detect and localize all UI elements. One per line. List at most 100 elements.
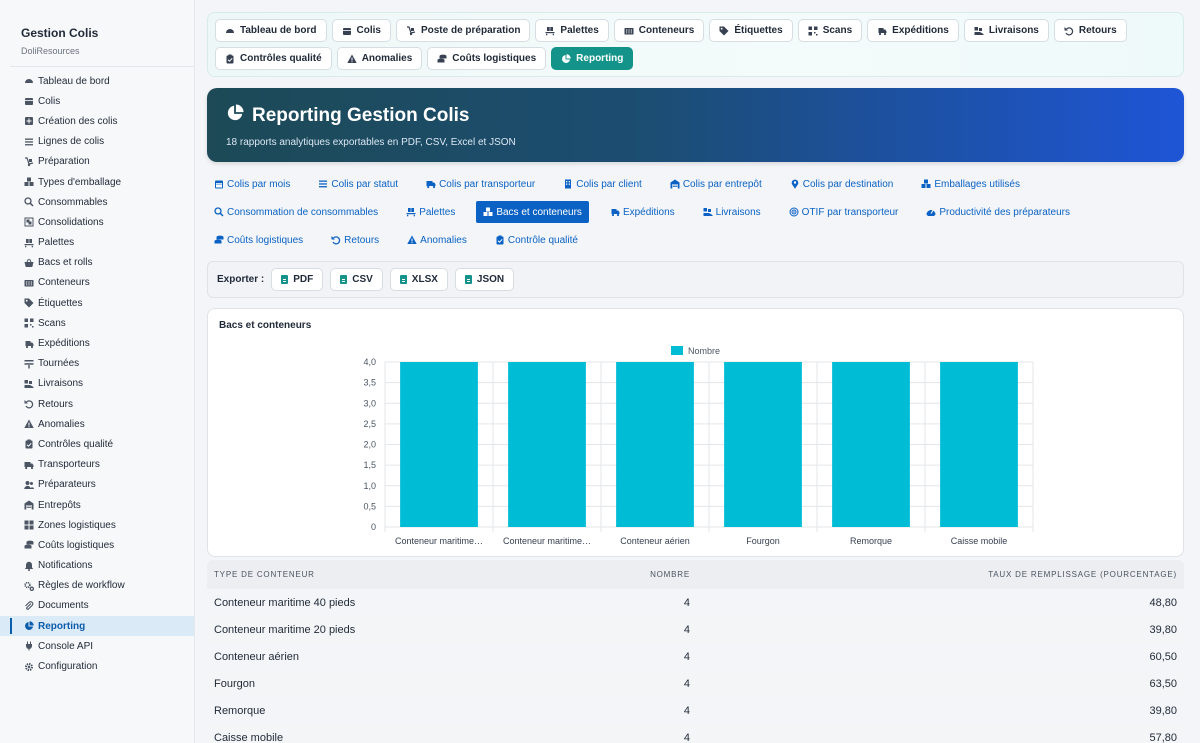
report-tab-emballages-utilisés[interactable]: Emballages utilisés xyxy=(914,173,1027,195)
y-tick-label: 1,5 xyxy=(363,460,376,470)
report-tab-colis-par-entrepôt[interactable]: Colis par entrepôt xyxy=(663,173,769,195)
topnav-poste-de-préparation[interactable]: Poste de préparation xyxy=(395,19,531,42)
sidebar-item-anomalies[interactable]: Anomalies xyxy=(0,414,194,434)
topnav-retours[interactable]: Retours xyxy=(1053,19,1127,42)
report-tab-colis-par-mois[interactable]: Colis par mois xyxy=(207,173,297,195)
search-dollar-icon xyxy=(214,207,224,217)
sidebar-item-label: Scans xyxy=(38,317,66,329)
report-tab-anomalies[interactable]: Anomalies xyxy=(400,229,474,251)
sidebar-item-scans[interactable]: Scans xyxy=(0,313,194,333)
app-title: Gestion Colis xyxy=(21,26,99,40)
report-tab-expéditions[interactable]: Expéditions xyxy=(603,201,682,223)
cell-type: Conteneur maritime 20 pieds xyxy=(214,623,356,636)
topnav-livraisons[interactable]: Livraisons xyxy=(963,19,1049,42)
sidebar-item-préparation[interactable]: Préparation xyxy=(0,152,194,172)
sidebar-item-lignes-de-colis[interactable]: Lignes de colis xyxy=(0,132,194,152)
sidebar-item-étiquettes[interactable]: Étiquettes xyxy=(0,293,194,313)
sidebar-item-tableau-de-bord[interactable]: Tableau de bord xyxy=(0,71,194,91)
sidebar-item-types-d-emballage[interactable]: Types d'emballage xyxy=(0,172,194,192)
qrcode-icon xyxy=(23,318,34,329)
sidebar-item-livraisons[interactable]: Livraisons xyxy=(0,374,194,394)
pallet-icon xyxy=(545,26,555,36)
report-tab-coûts-logistiques[interactable]: Coûts logistiques xyxy=(207,229,310,251)
sidebar-item-création-des-colis[interactable]: Création des colis xyxy=(0,111,194,131)
sidebar-item-bacs-et-rolls[interactable]: Bacs et rolls xyxy=(0,253,194,273)
export-xlsx-button[interactable]: XLSX xyxy=(389,268,448,291)
topnav-anomalies[interactable]: Anomalies xyxy=(336,47,423,70)
report-tab-colis-par-client[interactable]: Colis par client xyxy=(556,173,649,195)
sidebar-item-zones-logistiques[interactable]: Zones logistiques xyxy=(0,515,194,535)
page-subtitle: 18 rapports analytiques exportables en P… xyxy=(226,137,516,148)
sidebar-item-label: Zones logistiques xyxy=(38,519,116,531)
report-tab-otif-par-transporteur[interactable]: OTIF par transporteur xyxy=(782,201,906,223)
sidebar-item-consommables[interactable]: Consommables xyxy=(0,192,194,212)
topnav-colis[interactable]: Colis xyxy=(331,19,391,42)
tags-icon xyxy=(719,26,729,36)
file-icon xyxy=(281,275,289,284)
sidebar-item-retours[interactable]: Retours xyxy=(0,394,194,414)
cell-fill-rate: 39,80 xyxy=(1149,704,1177,717)
boxes-icon xyxy=(921,179,931,189)
topnav-tableau-de-bord[interactable]: Tableau de bord xyxy=(215,19,327,42)
warning-icon xyxy=(23,419,34,430)
report-tab-productivité-des-préparateurs[interactable]: Productivité des préparateurs xyxy=(919,201,1077,223)
topnav-palettes[interactable]: Palettes xyxy=(535,19,609,42)
sidebar-item-transporteurs[interactable]: Transporteurs xyxy=(0,455,194,475)
sidebar-item-consolidations[interactable]: Consolidations xyxy=(0,212,194,232)
sidebar-item-préparateurs[interactable]: Préparateurs xyxy=(0,475,194,495)
export-pdf-button[interactable]: PDF xyxy=(271,268,324,291)
sidebar-item-label: Étiquettes xyxy=(38,297,83,309)
topnav-scans[interactable]: Scans xyxy=(797,19,863,42)
container-icon xyxy=(624,26,634,36)
users-icon xyxy=(23,479,34,490)
report-tab-colis-par-transporteur[interactable]: Colis par transporteur xyxy=(419,173,542,195)
table-row: Conteneur maritime 20 pieds 4 39,80 xyxy=(207,616,1184,643)
report-tab-livraisons[interactable]: Livraisons xyxy=(696,201,768,223)
report-tab-colis-par-destination[interactable]: Colis par destination xyxy=(783,173,901,195)
sidebar-item-documents[interactable]: Documents xyxy=(0,596,194,616)
report-tab-palettes[interactable]: Palettes xyxy=(399,201,462,223)
coins-icon xyxy=(23,540,34,551)
undo-icon xyxy=(23,399,34,410)
topnav-étiquettes[interactable]: Étiquettes xyxy=(709,19,793,42)
export-bar: Exporter : PDF CSV XLSX JSON xyxy=(207,261,1184,298)
sidebar-item-reporting[interactable]: Reporting xyxy=(0,616,194,637)
bar-2 xyxy=(616,362,694,527)
dolly-icon xyxy=(406,25,416,36)
report-tab-contrôle-qualité[interactable]: Contrôle qualité xyxy=(488,229,585,251)
topnav-conteneurs[interactable]: Conteneurs xyxy=(613,19,705,42)
sidebar-item-console-api[interactable]: Console API xyxy=(0,636,194,656)
sidebar-item-contrôles-qualité[interactable]: Contrôles qualité xyxy=(0,434,194,454)
plug-icon xyxy=(23,641,34,652)
bell-icon xyxy=(23,560,34,571)
sidebar-item-conteneurs[interactable]: Conteneurs xyxy=(0,273,194,293)
export-json-button[interactable]: JSON xyxy=(454,268,515,291)
file-icon xyxy=(399,275,407,284)
report-tab-bacs-et-conteneurs[interactable]: Bacs et conteneurs xyxy=(476,201,589,223)
report-tab-colis-par-statut[interactable]: Colis par statut xyxy=(311,173,405,195)
sidebar-item-expéditions[interactable]: Expéditions xyxy=(0,333,194,353)
sidebar-item-label: Types d'emballage xyxy=(38,176,122,188)
file-icon xyxy=(464,275,472,284)
cell-fill-rate: 57,80 xyxy=(1149,731,1177,743)
x-tick-label: Fourgon xyxy=(746,536,780,546)
topnav-reporting[interactable]: Reporting xyxy=(551,47,634,70)
sidebar-item-règles-de-workflow[interactable]: Règles de workflow xyxy=(0,576,194,596)
topnav-expéditions[interactable]: Expéditions xyxy=(867,19,959,42)
sidebar-item-label: Expéditions xyxy=(38,338,90,350)
x-tick-label: Caisse mobile xyxy=(951,536,1008,546)
table-row: Conteneur maritime 40 pieds 4 48,80 xyxy=(207,589,1184,616)
topnav-coûts-logistiques[interactable]: Coûts logistiques xyxy=(427,47,547,70)
sidebar-item-coûts-logistiques[interactable]: Coûts logistiques xyxy=(0,535,194,555)
sidebar-item-entrepôts[interactable]: Entrepôts xyxy=(0,495,194,515)
export-csv-button[interactable]: CSV xyxy=(330,268,383,291)
topnav-contrôles-qualité[interactable]: Contrôles qualité xyxy=(215,47,332,70)
report-tab-retours[interactable]: Retours xyxy=(324,229,386,251)
x-tick-label: Conteneur maritime… xyxy=(503,536,591,546)
sidebar-item-palettes[interactable]: Palettes xyxy=(0,233,194,253)
sidebar-item-tournées[interactable]: Tournées xyxy=(0,354,194,374)
sidebar-item-configuration[interactable]: Configuration xyxy=(0,656,194,676)
sidebar-item-notifications[interactable]: Notifications xyxy=(0,556,194,576)
report-tab-consommation-de-consommables[interactable]: Consommation de consommables xyxy=(207,201,385,223)
sidebar-item-colis[interactable]: Colis xyxy=(0,91,194,111)
